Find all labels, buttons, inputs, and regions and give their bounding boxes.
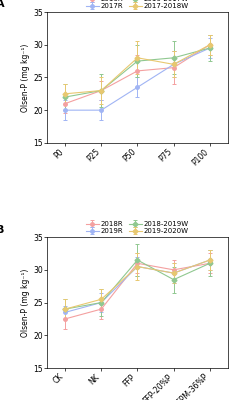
Text: A: A — [0, 0, 5, 9]
Text: B: B — [0, 224, 5, 234]
Legend: 2018R, 2019R, 2018-2019W, 2019-2020W: 2018R, 2019R, 2018-2019W, 2019-2020W — [83, 218, 192, 237]
Y-axis label: Olsen-P (mg kg⁻¹): Olsen-P (mg kg⁻¹) — [21, 43, 30, 112]
Legend: 2016R, 2017R, 2016-2017W, 2017-2018W: 2016R, 2017R, 2016-2017W, 2017-2018W — [83, 0, 192, 12]
Y-axis label: Olsen-P (mg kg⁻¹): Olsen-P (mg kg⁻¹) — [21, 268, 30, 337]
